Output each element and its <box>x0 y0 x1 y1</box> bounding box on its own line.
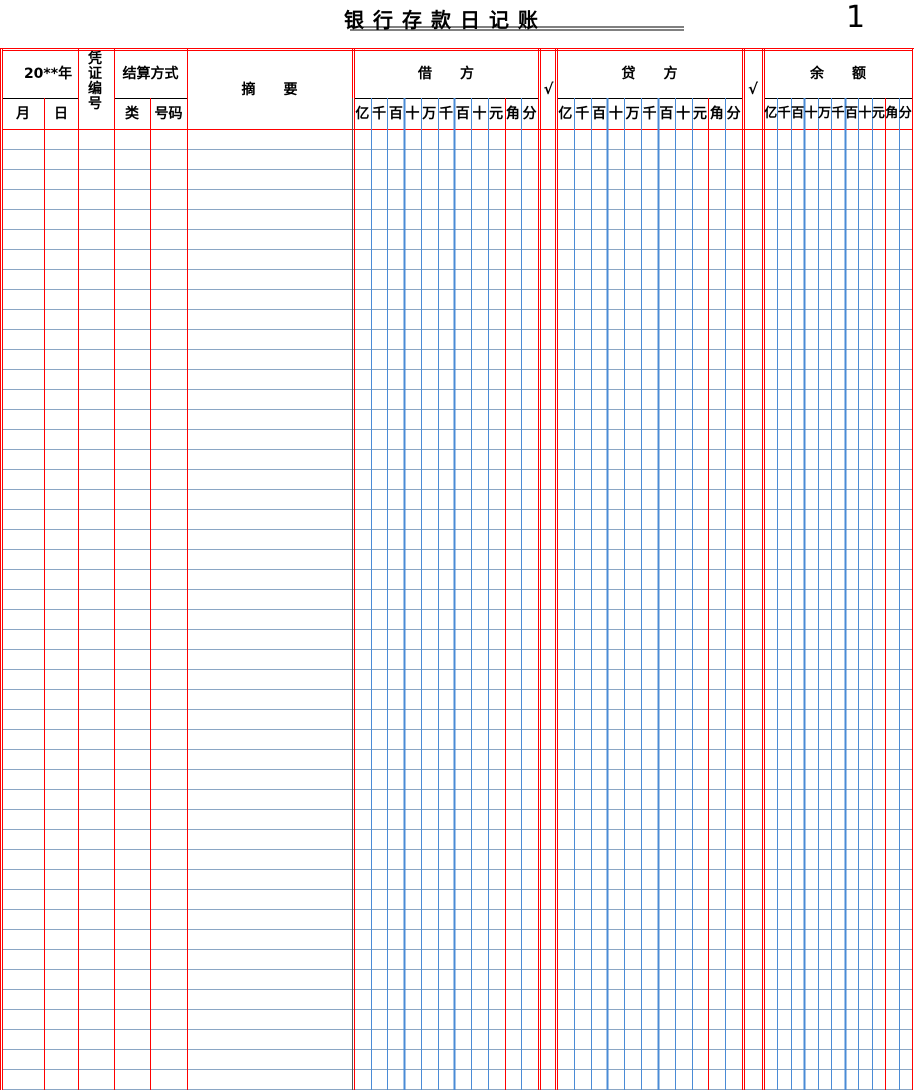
balance-digit-header: 万 <box>818 106 832 121</box>
debit-digit-header: 元 <box>489 106 504 122</box>
credit-digit-header: 百 <box>592 106 607 122</box>
balance-digit-header: 十 <box>858 106 872 121</box>
balance-digit-header: 千 <box>831 106 845 121</box>
balance-digit-header: 元 <box>871 106 885 121</box>
credit-header: 贷 方 <box>621 66 678 82</box>
credit-digit-header: 分 <box>726 106 741 122</box>
debit-digit-header: 千 <box>372 106 387 122</box>
credit-digit-header: 千 <box>575 106 590 122</box>
credit-digit-header: 角 <box>709 106 724 122</box>
credit-check-header: √ <box>747 80 758 98</box>
debit-digit-header: 千 <box>438 106 453 122</box>
credit-digit-header: 亿 <box>558 106 573 122</box>
debit-digit-header: 百 <box>388 106 403 122</box>
day-header: 日 <box>54 106 68 122</box>
debit-digit-header: 亿 <box>355 106 370 122</box>
month-header: 月 <box>16 106 30 122</box>
balance-digit-header: 亿 <box>764 106 778 121</box>
credit-digit-header: 十 <box>676 106 691 122</box>
settlement-header: 结算方式 <box>122 66 179 82</box>
balance-digit-header: 百 <box>791 106 805 121</box>
ledger-title: 银行存款日记账 <box>344 8 547 32</box>
credit-digit-header: 元 <box>692 106 707 122</box>
credit-digit-header: 万 <box>625 106 640 122</box>
page-number: 1 <box>846 0 866 35</box>
balance-digit-header: 角 <box>885 106 899 121</box>
credit-digit-header: 百 <box>659 106 674 122</box>
settlement-number-header: 号码 <box>154 106 183 122</box>
year-header: 20**年 <box>23 66 73 82</box>
balance-digit-header: 百 <box>844 106 858 121</box>
debit-digit-header: 万 <box>422 106 437 122</box>
credit-digit-header: 千 <box>642 106 657 122</box>
voucher-number-header: 凭证编号 <box>88 51 102 112</box>
settlement-type-header: 类 <box>125 106 139 122</box>
balance-digit-header: 十 <box>804 106 818 121</box>
balance-digit-header: 千 <box>777 106 791 121</box>
summary-header: 摘 要 <box>241 82 298 98</box>
debit-digit-header: 百 <box>455 106 470 122</box>
credit-digit-header: 十 <box>608 106 623 122</box>
balance-digit-header: 分 <box>898 106 912 121</box>
debit-digit-header: 十 <box>405 106 420 122</box>
debit-header: 借 方 <box>418 66 474 82</box>
balance-header: 余 额 <box>810 66 866 82</box>
debit-digit-header: 分 <box>522 106 537 122</box>
debit-digit-header: 十 <box>472 106 487 122</box>
debit-digit-header: 角 <box>505 106 520 122</box>
debit-check-header: √ <box>543 80 554 98</box>
